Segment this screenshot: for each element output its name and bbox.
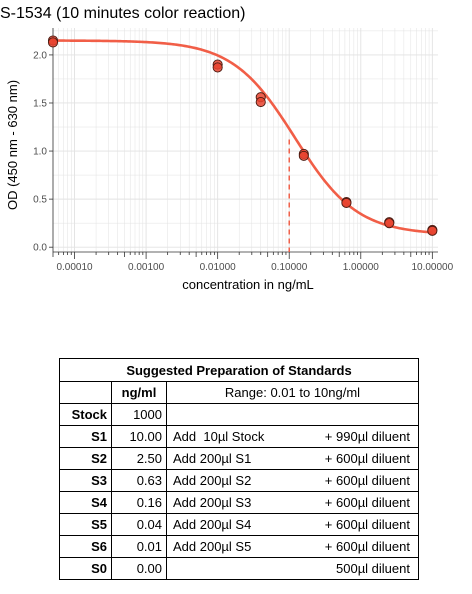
standard-concentration: 0.16 bbox=[111, 491, 167, 514]
standard-concentration: 0.01 bbox=[111, 535, 167, 558]
fit-curve bbox=[51, 39, 433, 234]
data-point bbox=[341, 197, 352, 209]
x-tick-label: 10.00000 bbox=[411, 262, 453, 273]
add-instruction: Add 200µl S4 bbox=[173, 517, 252, 532]
standard-curve-chart: S-1534 (10 minutes color reaction) conce… bbox=[0, 5, 454, 292]
standard-preparation: Add 200µl S1 + 600µl diluent bbox=[166, 447, 419, 470]
standard-concentration: 10.00 bbox=[111, 425, 167, 448]
table-row: S2 2.50 Add 200µl S1 + 600µl diluent bbox=[59, 447, 419, 470]
standard-label: S0 bbox=[59, 557, 112, 580]
y-axis-label: OD (450 nm - 630 nm) bbox=[5, 80, 20, 210]
standard-preparation: Add 200µl S3 + 600µl diluent bbox=[166, 491, 419, 514]
table-row: S4 0.16 Add 200µl S3 + 600µl diluent bbox=[59, 491, 419, 514]
x-tick-label: 0.10000 bbox=[271, 262, 308, 273]
y-tick-label: 0.5 bbox=[33, 195, 47, 206]
standard-concentration: 0.63 bbox=[111, 469, 167, 492]
table-row: Stock 1000 bbox=[59, 403, 419, 426]
y-tick-label: 2.0 bbox=[33, 50, 47, 61]
standard-concentration: 1000 bbox=[111, 403, 167, 426]
standards-table: Suggested Preparation of Standards ng/ml… bbox=[59, 358, 419, 580]
x-tick-label: 1.00000 bbox=[343, 262, 380, 273]
diluent-instruction: + 600µl diluent bbox=[324, 473, 410, 488]
standard-label: S1 bbox=[59, 425, 112, 448]
plot-panel bbox=[53, 28, 438, 252]
data-point bbox=[212, 62, 223, 73]
standard-preparation: Add 10µl Stock + 990µl diluent bbox=[166, 425, 419, 448]
data-point bbox=[255, 96, 266, 108]
diluent-instruction: + 600µl diluent bbox=[324, 539, 410, 554]
data-point bbox=[384, 218, 395, 229]
standard-preparation: Add 200µl S4 + 600µl diluent bbox=[166, 513, 419, 536]
y-tick-label: 1.0 bbox=[33, 147, 47, 158]
standard-preparation: Add 200µl S2 + 600µl diluent bbox=[166, 469, 419, 492]
data-point bbox=[298, 150, 309, 161]
diluent-instruction: 500µl diluent bbox=[336, 561, 410, 576]
table-header-row: ng/ml Range: 0.01 to 10ng/ml bbox=[59, 381, 419, 404]
standard-label: Stock bbox=[59, 403, 112, 426]
standard-concentration: 0.04 bbox=[111, 513, 167, 536]
chart-title: S-1534 (10 minutes color reaction) bbox=[0, 5, 245, 22]
diluent-instruction: + 600µl diluent bbox=[324, 517, 410, 532]
standard-concentration: 0.00 bbox=[111, 557, 167, 580]
add-instruction: Add 10µl Stock bbox=[173, 429, 265, 444]
add-instruction: Add 200µl S5 bbox=[173, 539, 252, 554]
table-row: S0 0.00 500µl diluent bbox=[59, 557, 419, 580]
standard-preparation: 500µl diluent bbox=[166, 557, 419, 580]
standard-preparation: Add 200µl S5 + 600µl diluent bbox=[166, 535, 419, 558]
add-instruction: Add 200µl S1 bbox=[173, 451, 252, 466]
x-tick-label: 0.00010 bbox=[56, 262, 93, 273]
standards-table-container: Suggested Preparation of Standards ng/ml… bbox=[59, 358, 419, 580]
unit-header: ng/ml bbox=[111, 381, 167, 404]
standard-label: S3 bbox=[59, 469, 112, 492]
standard-preparation bbox=[166, 403, 419, 426]
table-row: S3 0.63 Add 200µl S2 + 600µl diluent bbox=[59, 469, 419, 492]
y-tick-label: 0.0 bbox=[33, 243, 47, 254]
table-row: S1 10.00 Add 10µl Stock + 990µl diluent bbox=[59, 425, 419, 448]
table-row: S6 0.01 Add 200µl S5 + 600µl diluent bbox=[59, 535, 419, 558]
diluent-instruction: + 600µl diluent bbox=[324, 495, 410, 510]
standard-label: S5 bbox=[59, 513, 112, 536]
add-instruction: Add 200µl S3 bbox=[173, 495, 252, 510]
standard-label: S2 bbox=[59, 447, 112, 470]
standard-label: S6 bbox=[59, 535, 112, 558]
range-header: Range: 0.01 to 10ng/ml bbox=[166, 381, 419, 404]
diluent-instruction: + 600µl diluent bbox=[324, 451, 410, 466]
x-axis-label: concentration in ng/mL bbox=[182, 277, 314, 292]
data-point bbox=[47, 37, 59, 48]
x-tick-label: 0.00100 bbox=[128, 262, 165, 273]
standard-label: S4 bbox=[59, 491, 112, 514]
table-row: S5 0.04 Add 200µl S4 + 600µl diluent bbox=[59, 513, 419, 536]
table-title: Suggested Preparation of Standards bbox=[59, 358, 419, 382]
add-instruction: Add 200µl S2 bbox=[173, 473, 252, 488]
empty-header-cell bbox=[59, 381, 112, 404]
standard-concentration: 2.50 bbox=[111, 447, 167, 470]
x-tick-label: 0.01000 bbox=[200, 262, 237, 273]
table-title-row: Suggested Preparation of Standards bbox=[59, 358, 419, 382]
data-point bbox=[427, 225, 438, 236]
y-tick-label: 1.5 bbox=[33, 98, 47, 109]
diluent-instruction: + 990µl diluent bbox=[324, 429, 410, 444]
